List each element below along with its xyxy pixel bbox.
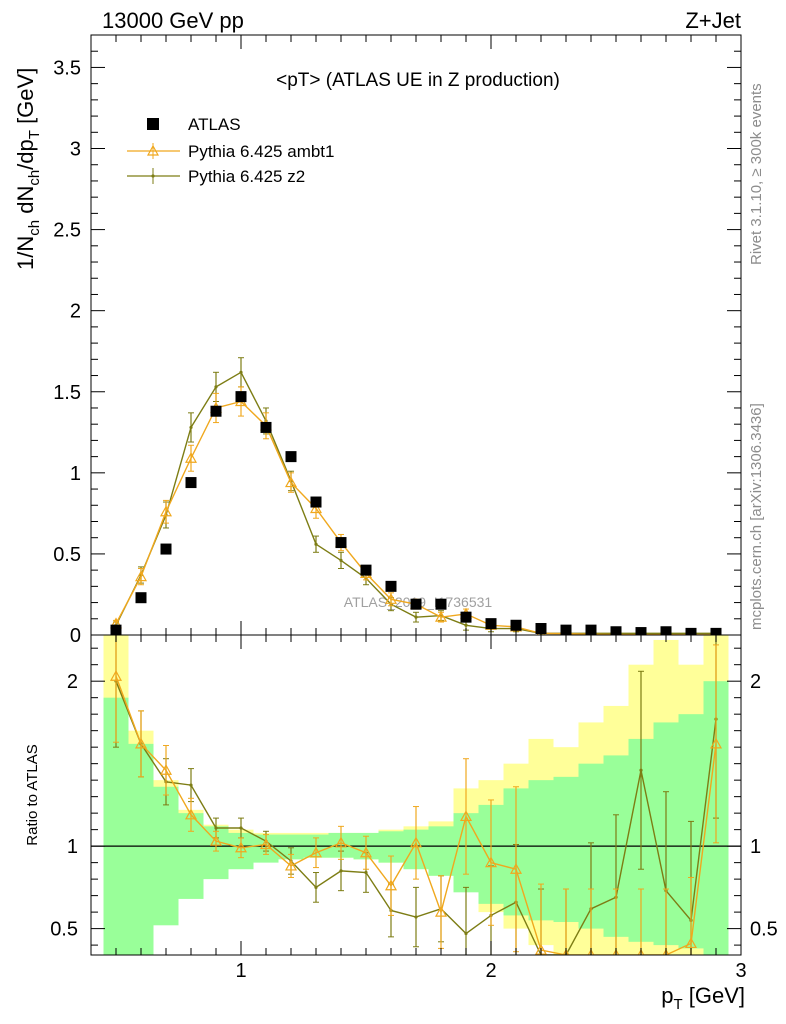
y-tick-label: 3 <box>70 139 81 161</box>
data-point-atlas <box>335 537 347 549</box>
data-point-z2 <box>189 425 193 430</box>
ratio-point-ambt1 <box>459 810 473 822</box>
ratio-panel: 1 2 30.5 0.51 12 2 Ratio to ATLAS <box>24 634 778 982</box>
data-point-atlas <box>410 598 422 610</box>
legend: ATLAS Pythia 6.425 ambt1 Pythia 6.425 z2 <box>127 115 334 186</box>
ratio-y-tick-label: 1 <box>67 836 78 858</box>
ratio-axes: 1 2 30.5 0.51 12 2 <box>50 635 778 982</box>
ratio-point-z2 <box>189 783 193 787</box>
header-energy-label: 13000 GeV pp <box>102 8 244 33</box>
ratio-point-z2 <box>314 885 318 889</box>
ratio-y-axis-label: Ratio to ATLAS <box>24 744 41 845</box>
data-point-ambt1 <box>434 610 448 622</box>
uncertainty-band-green <box>428 826 454 876</box>
y-tick-label: 0 <box>70 625 81 647</box>
data-point-atlas <box>385 580 397 592</box>
x-axis-label: pT [GeV] <box>661 983 745 1013</box>
y-tick-label: 1 <box>70 463 81 485</box>
ratio-y-tick-label-right: 2 <box>750 671 761 693</box>
main-title: <pT> (ATLAS UE in Z production) <box>276 70 560 91</box>
ratio-point-ambt1 <box>209 834 223 846</box>
main-axes: 0 0.5 1 1.5 2 2.5 3 3.5 <box>53 34 742 647</box>
header-process-label: Z+Jet <box>685 8 741 33</box>
data-point-atlas <box>160 543 172 555</box>
ratio-y-tick-label: 2 <box>67 671 78 693</box>
data-point-atlas <box>235 391 247 403</box>
main-panel: ATLAS_2019_I1736531 00.511.522.533.5 <pT… <box>13 34 742 647</box>
ratio-point-ambt1 <box>259 838 273 850</box>
ratio-point-ambt1 <box>434 905 448 917</box>
data-point-atlas <box>460 611 472 623</box>
ratio-point-ambt1 <box>334 836 348 848</box>
data-point-z2 <box>464 623 468 627</box>
data-point-atlas <box>210 405 222 417</box>
ratio-point-ambt1 <box>509 862 523 874</box>
y-tick-label: 2.5 <box>53 220 81 242</box>
data-point-z2 <box>314 542 318 546</box>
data-point-ambt1 <box>284 476 298 488</box>
y-tick-label: 0.5 <box>53 544 81 566</box>
ratio-point-z2 <box>414 915 418 919</box>
data-point-atlas <box>260 421 272 433</box>
legend-marker-ambt1 <box>146 144 160 156</box>
data-point-z2 <box>214 385 218 389</box>
ratio-plot-area <box>91 635 741 955</box>
uncertainty-band-green <box>128 743 154 955</box>
ratio-y-tick-label: 0.5 <box>50 919 78 941</box>
ratio-point-ambt1 <box>284 859 298 871</box>
x-tick-label: 1 <box>235 960 246 982</box>
y-tick-label: 1.5 <box>53 382 81 404</box>
ratio-point-z2 <box>239 826 243 830</box>
data-point-z2 <box>239 370 243 374</box>
ratio-point-ambt1 <box>359 846 373 858</box>
data-point-atlas <box>285 451 297 463</box>
ratio-y-tick-label-right: 0.5 <box>750 919 778 941</box>
legend-entry-label: Pythia 6.425 z2 <box>188 167 305 186</box>
ratio-point-ambt1 <box>709 737 723 749</box>
y-tick-label: 2 <box>70 301 81 323</box>
y-tick-label: 3.5 <box>53 57 81 79</box>
ratio-point-ambt1 <box>109 670 123 681</box>
data-point-atlas <box>135 592 147 604</box>
legend-marker-z2 <box>151 174 155 178</box>
legend-marker-atlas <box>147 118 159 130</box>
ratio-point-ambt1 <box>134 737 148 749</box>
rivet-version-label: Rivet 3.1.10, ≥ 300k events <box>748 83 765 265</box>
ratio-point-z2 <box>639 768 643 772</box>
data-point-ambt1 <box>309 502 323 514</box>
main-y-axis-label: 1/Nch dNch/dpT [GeV] <box>13 68 43 270</box>
ratio-point-ambt1 <box>159 764 173 775</box>
x-tick-label: 3 <box>735 960 746 982</box>
ratio-point-z2 <box>214 826 218 830</box>
uncertainty-band-green <box>153 786 179 926</box>
data-point-atlas <box>310 496 322 508</box>
data-point-z2 <box>414 615 418 619</box>
ratio-point-ambt1 <box>234 841 248 853</box>
data-point-ambt1 <box>159 505 173 517</box>
ratio-point-z2 <box>464 931 468 936</box>
data-point-ambt1 <box>384 593 398 604</box>
mcplots-source-label: mcplots.cern.ch [arXiv:1306.3436] <box>748 403 765 630</box>
x-tick-label: 2 <box>485 960 496 982</box>
data-point-ambt1 <box>134 570 148 582</box>
ratio-point-z2 <box>364 870 368 875</box>
data-point-ambt1 <box>184 452 198 463</box>
legend-entry-label: Pythia 6.425 ambt1 <box>188 142 334 161</box>
data-point-atlas <box>360 564 372 576</box>
ratio-point-ambt1 <box>184 808 198 820</box>
ratio-point-ambt1 <box>309 846 323 858</box>
ratio-point-ambt1 <box>384 879 398 891</box>
ratio-point-ambt1 <box>409 836 423 848</box>
data-point-atlas <box>510 619 522 631</box>
data-point-z2 <box>339 558 343 563</box>
ratio-point-ambt1 <box>684 937 698 949</box>
ratio-point-ambt1 <box>484 856 498 868</box>
data-point-atlas <box>185 477 197 489</box>
legend-entry-label: ATLAS <box>188 115 241 134</box>
data-point-atlas <box>435 598 447 610</box>
ratio-point-z2 <box>339 869 343 873</box>
ratio-y-tick-label-right: 1 <box>750 836 761 858</box>
